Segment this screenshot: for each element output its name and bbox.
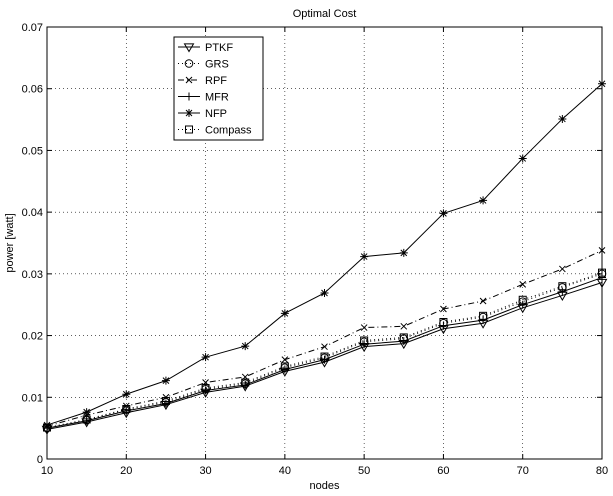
data-point-nfp (161, 376, 170, 385)
data-point-nfp (280, 309, 289, 318)
data-point-mfr (122, 406, 131, 415)
y-tick-label: 0.04 (22, 207, 43, 219)
data-point-rpf (479, 297, 487, 305)
data-point-compass (280, 362, 289, 371)
y-tick-label: 0.06 (22, 84, 43, 96)
data-point-rpf (519, 280, 527, 288)
chart-title: Optimal Cost (293, 8, 357, 20)
data-point-compass (479, 311, 488, 320)
data-point-compass (82, 415, 91, 424)
data-point-rpf (321, 343, 328, 351)
data-point-nfp (43, 421, 51, 430)
data-point-rpf (559, 265, 566, 273)
x-tick-label: 50 (358, 465, 370, 477)
y-tick-label: 0.07 (22, 22, 43, 34)
legend-label-ptkf: PTKF (205, 42, 233, 54)
data-point-nfp (598, 79, 606, 88)
y-tick-label: 0.02 (22, 331, 43, 343)
x-tick-label: 10 (41, 465, 53, 477)
data-point-nfp (439, 209, 448, 218)
y-tick-label: 0.05 (22, 145, 43, 157)
series-compass (43, 268, 606, 432)
data-point-compass (320, 352, 329, 361)
legend-box (173, 36, 264, 141)
legend-marker-mfr (185, 92, 193, 101)
plot-area-frame (46, 26, 603, 460)
data-point-rpf (360, 324, 368, 331)
legend-marker-ptkf (183, 43, 195, 53)
data-point-rpf (598, 247, 606, 254)
data-point-nfp (122, 390, 131, 399)
data-point-compass (399, 333, 408, 342)
x-tick-label: 40 (279, 465, 291, 477)
legend-marker-compass (185, 125, 193, 134)
data-point-compass (598, 268, 606, 277)
data-point-compass (122, 405, 131, 414)
data-point-compass (439, 317, 448, 326)
data-point-mfr (598, 273, 606, 282)
data-point-rpf (281, 356, 289, 363)
legend-label-compass: Compass (205, 125, 252, 137)
legend-label-nfp: NFP (205, 108, 227, 120)
y-tick-label: 0 (37, 454, 43, 466)
data-point-compass (201, 384, 210, 393)
data-point-compass (558, 282, 567, 291)
data-point-compass (518, 295, 527, 304)
x-tick-label: 70 (517, 465, 529, 477)
data-point-nfp (360, 252, 369, 261)
legend-marker-nfp (185, 109, 193, 117)
y-tick-label: 0.01 (22, 392, 43, 404)
series-layer (41, 79, 608, 435)
data-point-mfr (161, 399, 170, 408)
x-tick-label: 20 (120, 465, 132, 477)
legend: PTKF GRS RPF MFR NFP Compass (173, 36, 264, 141)
series-line-compass (46, 272, 603, 429)
y-axis-label: power [watt] (4, 213, 16, 272)
data-point-nfp (201, 353, 210, 362)
data-point-compass (161, 396, 170, 405)
legend-label-rpf: RPF (205, 75, 227, 87)
series-nfp (43, 79, 606, 430)
y-tick-label: 0.03 (22, 269, 43, 281)
series-rpf (43, 247, 606, 430)
data-point-nfp (479, 196, 488, 205)
data-point-nfp (518, 154, 527, 163)
data-point-rpf (440, 305, 447, 313)
axis-ticks: 10 20 30 40 50 60 70 80 0 0.01 0.02 0.03 0.04 0.05 0.0… (22, 22, 609, 477)
data-point-rpf (400, 322, 408, 330)
data-point-mfr (558, 287, 567, 296)
legend-label-grs: GRS (205, 59, 229, 71)
data-point-nfp (399, 248, 408, 257)
legend-label-mfr: MFR (205, 92, 229, 104)
data-point-compass (360, 336, 369, 345)
data-point-mfr (518, 300, 527, 309)
x-tick-label: 60 (437, 465, 449, 477)
x-tick-label: 30 (199, 465, 211, 477)
legend-marker-grs (184, 59, 194, 68)
series-line-grs (46, 273, 603, 429)
legend-marker-rpf (185, 76, 193, 84)
data-point-mfr (201, 386, 210, 395)
data-point-nfp (558, 114, 567, 123)
x-tick-label: 80 (596, 465, 608, 477)
data-point-nfp (241, 342, 250, 351)
data-point-mfr (241, 380, 250, 389)
data-point-nfp (320, 288, 329, 297)
data-point-nfp (82, 408, 91, 417)
data-point-compass (43, 423, 51, 432)
x-axis-label: nodes (310, 480, 340, 492)
data-point-mfr (479, 316, 488, 325)
data-point-compass (241, 378, 250, 387)
